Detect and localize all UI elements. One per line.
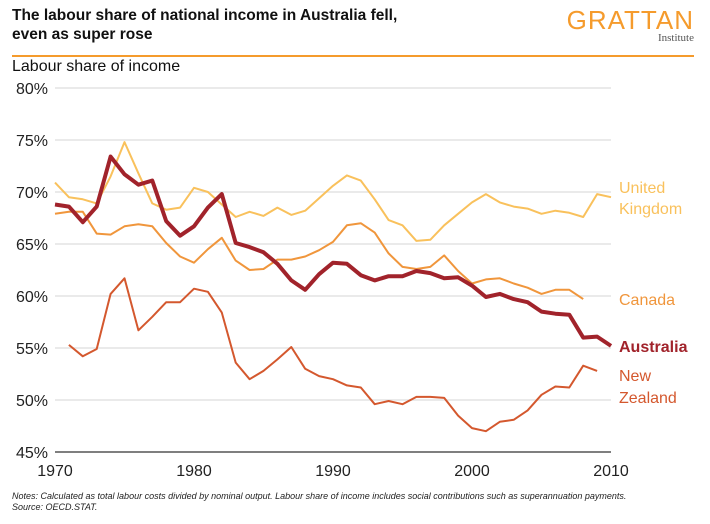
x-tick-label: 2000	[454, 463, 490, 480]
y-tick-label: 60%	[16, 289, 48, 306]
notes-text: Notes: Calculated as total labour costs …	[12, 491, 627, 501]
y-axis-label: Labour share of income	[12, 58, 181, 75]
y-tick-label: 80%	[16, 81, 48, 98]
series-line-canada	[54, 210, 584, 300]
title-line-1: The labour share of national income in A…	[12, 7, 398, 24]
x-tick-label: 1990	[315, 463, 351, 480]
y-tick-label: 55%	[16, 341, 48, 358]
title-divider	[12, 55, 694, 57]
series-label: United	[619, 180, 665, 197]
chart-title: The labour share of national income in A…	[12, 6, 512, 44]
y-tick-label: 65%	[16, 237, 48, 254]
series-line-united-kingdom	[54, 141, 612, 242]
y-tick-label: 75%	[16, 133, 48, 150]
series-label: Kingdom	[619, 201, 682, 218]
x-tick-label: 1980	[176, 463, 212, 480]
series-label: Zealand	[619, 390, 677, 407]
y-tick-label: 70%	[16, 185, 48, 202]
logo-name: GRATTAN	[566, 5, 694, 35]
y-tick-label: 45%	[16, 445, 48, 462]
series-line-new-zealand	[68, 277, 598, 433]
chart-notes: Notes: Calculated as total labour costs …	[12, 491, 626, 513]
series-label: New	[619, 368, 651, 385]
grattan-logo: GRATTAN Institute	[567, 6, 694, 44]
series-label: Australia	[619, 339, 688, 356]
x-tick-label: 2010	[593, 463, 629, 480]
series-line-australia	[54, 154, 613, 348]
y-tick-label: 50%	[16, 393, 48, 410]
logo-sub: Institute	[657, 32, 694, 44]
x-tick-label: 1970	[37, 463, 73, 480]
title-line-2: even as super rose	[12, 26, 153, 43]
series-label: Canada	[619, 292, 675, 309]
source-text: Source: OECD.STAT.	[12, 502, 98, 512]
